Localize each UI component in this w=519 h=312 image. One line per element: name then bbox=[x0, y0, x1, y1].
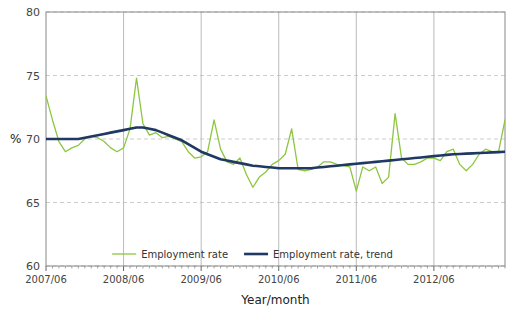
legend-swatch bbox=[112, 253, 136, 254]
chart: 60 65 70 75 80 2007/06 2008/06 2009/06 2010/06 20… bbox=[0, 0, 519, 312]
x-tick-label: 2011/06 bbox=[336, 274, 378, 285]
grid-line bbox=[46, 139, 505, 140]
x-ticks bbox=[46, 266, 505, 271]
y-tick-label: 75 bbox=[26, 70, 40, 83]
series-line bbox=[46, 128, 505, 169]
y-tick-label: 70 bbox=[26, 133, 40, 146]
year-line bbox=[433, 12, 434, 266]
grid-line bbox=[46, 202, 505, 203]
x-tick bbox=[433, 266, 434, 271]
y-tick-label: 65 bbox=[26, 197, 40, 210]
year-line bbox=[278, 12, 279, 266]
x-tick bbox=[123, 266, 124, 271]
grid bbox=[46, 12, 505, 266]
x-axis-label: Year/month bbox=[240, 293, 309, 307]
y-axis-label: % bbox=[10, 132, 21, 146]
legend-item: Employment rate bbox=[112, 249, 228, 260]
year-line bbox=[201, 12, 202, 266]
y-tick-label: 60 bbox=[26, 260, 40, 273]
plot-frame bbox=[46, 12, 505, 266]
legend-label: Employment rate bbox=[141, 249, 228, 260]
x-tick-label: 2010/06 bbox=[258, 274, 300, 285]
legend-item: Employment rate, trend bbox=[244, 249, 393, 260]
x-tick-label: 2009/06 bbox=[180, 274, 222, 285]
x-tick bbox=[356, 266, 357, 271]
legend-swatch bbox=[244, 253, 268, 256]
x-tick bbox=[278, 266, 279, 271]
x-tick bbox=[46, 266, 47, 271]
y-tick-label: 80 bbox=[26, 6, 40, 19]
series-line bbox=[46, 78, 505, 191]
legend: Employment rate Employment rate, trend bbox=[112, 249, 393, 260]
year-line bbox=[356, 12, 357, 266]
x-tick-label: 2007/06 bbox=[25, 274, 67, 285]
x-tick bbox=[201, 266, 202, 271]
x-tick-label: 2012/06 bbox=[413, 274, 455, 285]
x-tick-label: 2008/06 bbox=[103, 274, 145, 285]
legend-label: Employment rate, trend bbox=[273, 249, 393, 260]
grid-line bbox=[46, 75, 505, 76]
series-lines bbox=[46, 78, 505, 191]
year-line bbox=[123, 12, 124, 266]
